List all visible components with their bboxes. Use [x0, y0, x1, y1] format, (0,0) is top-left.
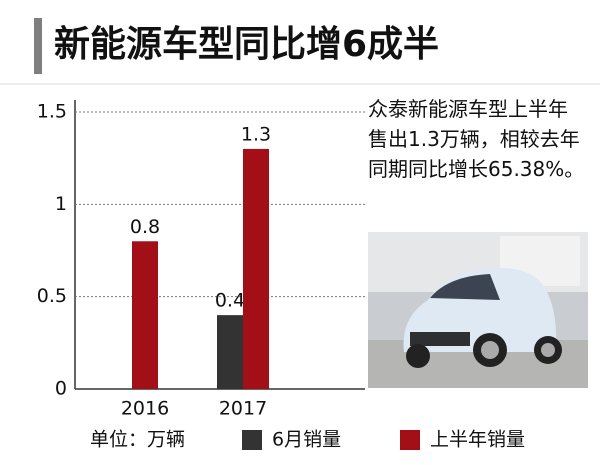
data-label: 0.8 [130, 216, 160, 238]
bar [217, 315, 243, 389]
y-tick-label: 1 [55, 193, 67, 215]
bar [243, 148, 269, 389]
data-label: 0.4 [215, 290, 245, 312]
x-tick-label: 2017 [219, 398, 267, 420]
unit-label: 单位：万辆 [90, 429, 185, 451]
y-tick-label: 1.5 [37, 101, 67, 123]
legend-swatch [242, 430, 262, 450]
legend-label: 6月销量 [272, 429, 341, 451]
y-tick-label: 0 [55, 378, 67, 400]
photo [368, 232, 588, 388]
bar [132, 241, 158, 389]
title-bar [34, 18, 42, 74]
y-tick-label: 0.5 [37, 285, 67, 307]
x-tick-label: 2016 [121, 398, 169, 420]
data-label: 1.3 [241, 123, 271, 145]
legend-swatch [400, 430, 420, 450]
annotation: 众泰新能源车型上半年售出1.3万辆，相较去年同期同比增长65.38%。 [368, 97, 585, 181]
chart-title: 新能源车型同比增6成半 [54, 24, 439, 65]
legend-label: 上半年销量 [430, 429, 525, 451]
